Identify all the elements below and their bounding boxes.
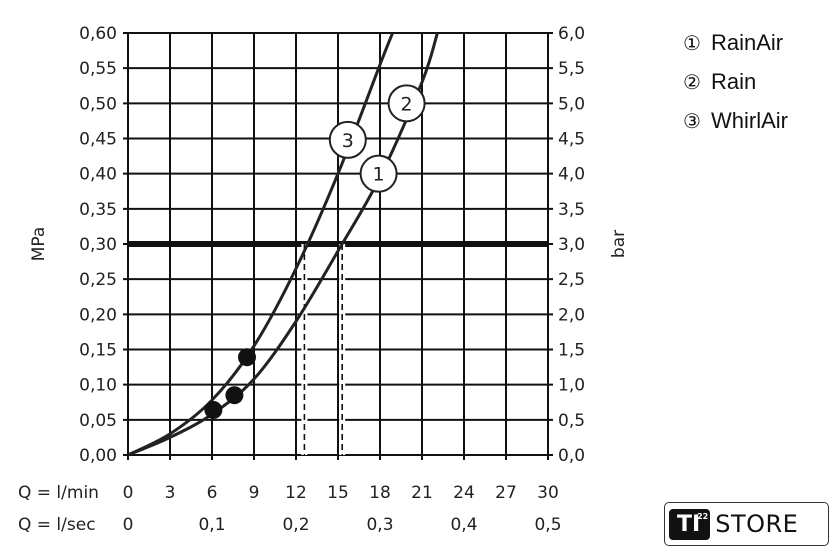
y-tick-label-right: 4,5 <box>558 130 585 150</box>
curve-label-circle <box>328 120 367 159</box>
x-tick-label: 0,4 <box>450 515 477 535</box>
legend-entry-rain: Rain <box>711 69 756 94</box>
x-tick-label: 0 <box>123 515 134 535</box>
x-tick-label: 30 <box>537 483 559 503</box>
x-tick-label: 15 <box>327 483 349 503</box>
data-marker <box>204 400 223 419</box>
y-tick-label-right: 0,5 <box>558 411 585 431</box>
logo-ti-text: TI <box>677 511 701 537</box>
y-tick-label-left: 0,10 <box>79 376 117 396</box>
logo-store-text: STORE <box>715 510 799 538</box>
y-tick-label-left: 0,55 <box>79 59 117 79</box>
y-tick-label-left: 0,35 <box>79 200 117 220</box>
y-tick-label-right: 2,5 <box>558 270 585 290</box>
y-tick-label-left: 0,00 <box>79 446 117 466</box>
y-tick-label-left: 0,15 <box>79 341 117 361</box>
x-tick-label: 0,3 <box>366 515 393 535</box>
legend-entry-rainair: RainAir <box>711 30 783 55</box>
y-tick-label-left: 0,40 <box>79 165 117 185</box>
curve-label-number: 3 <box>342 130 354 152</box>
legend-symbol: ② <box>683 72 701 94</box>
y-tick-label-left: 0,60 <box>79 24 117 44</box>
y-axis-label-right: bar <box>609 230 629 258</box>
y-tick-label-left: 0,30 <box>79 235 117 255</box>
y-tick-label-left: 0,05 <box>79 411 117 431</box>
x-tick-label: 6 <box>207 483 218 503</box>
x-tick-label: 12 <box>285 483 307 503</box>
ti-store-logo: TI 22 STORE <box>664 502 829 546</box>
y-tick-label-right: 0,0 <box>558 446 585 466</box>
curve-label-number: 2 <box>401 93 413 115</box>
x-tick-label: 0,1 <box>198 515 225 535</box>
y-tick-label-left: 0,25 <box>79 270 117 290</box>
curve-label-circle <box>359 154 398 193</box>
logo-ti: TI 22 <box>669 508 711 540</box>
data-marker <box>225 386 244 405</box>
x-tick-label: 18 <box>369 483 391 503</box>
y-tick-label-left: 0,50 <box>79 94 117 114</box>
x-tick-label: 27 <box>495 483 517 503</box>
y-tick-label-right: 5,5 <box>558 59 585 79</box>
y-tick-label-right: 2,0 <box>558 305 585 325</box>
y-tick-label-right: 3,0 <box>558 235 585 255</box>
curve-label-circle <box>387 84 426 123</box>
y-tick-label-right: 1,5 <box>558 341 585 361</box>
x-axis-row-label: Q = l/min <box>18 483 99 503</box>
y-tick-label-right: 1,0 <box>558 376 585 396</box>
legend-symbol: ① <box>683 33 701 55</box>
y-tick-label-right: 3,5 <box>558 200 585 220</box>
data-marker <box>238 348 256 367</box>
y-tick-label-right: 6,0 <box>558 24 585 44</box>
y-tick-label-right: 4,0 <box>558 165 585 185</box>
x-tick-label: 0,5 <box>534 515 561 535</box>
legend-symbol: ③ <box>683 111 701 133</box>
x-tick-label: 21 <box>411 483 433 503</box>
logo-sup: 22 <box>697 511 709 521</box>
x-tick-label: 0 <box>123 483 134 503</box>
x-tick-label: 24 <box>453 483 475 503</box>
y-tick-label-right: 5,0 <box>558 94 585 114</box>
curve-3 <box>127 32 394 457</box>
x-tick-label: 3 <box>165 483 176 503</box>
x-tick-label: 0,2 <box>282 515 309 535</box>
y-tick-label-left: 0,20 <box>79 305 117 325</box>
legend-entry-whirlair: WhirlAir <box>711 108 788 133</box>
y-axis-label-left: MPa <box>29 227 49 262</box>
x-axis-row-label: Q = l/sec <box>18 515 96 535</box>
curve-label-number: 1 <box>373 164 385 186</box>
x-tick-label: 9 <box>249 483 260 503</box>
y-tick-label-left: 0,45 <box>79 130 117 150</box>
